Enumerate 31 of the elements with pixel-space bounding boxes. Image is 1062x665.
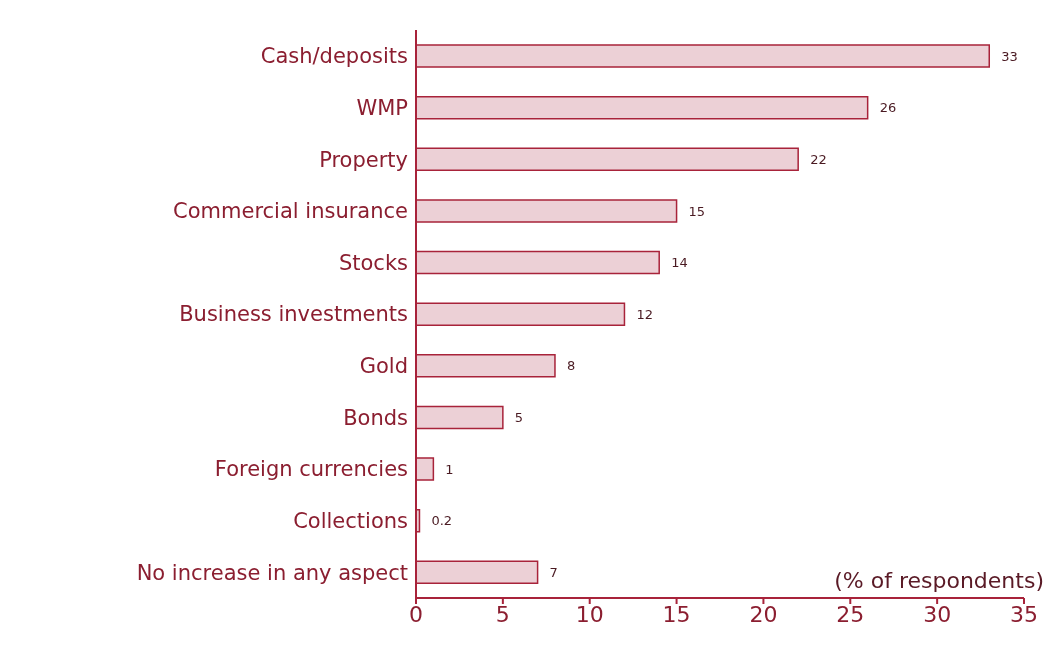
x-tick-label: 10 <box>575 601 604 627</box>
x-tick-label: 20 <box>749 601 778 627</box>
y-tick-label: Gold <box>359 354 408 379</box>
x-tick-label: 0 <box>409 601 423 627</box>
y-tick-label: Business investments <box>179 302 408 327</box>
data-label: 7 <box>549 564 558 580</box>
data-label: 12 <box>636 306 653 322</box>
data-label: 33 <box>1001 48 1018 64</box>
data-label: 14 <box>671 255 688 271</box>
data-label: 26 <box>879 100 897 116</box>
y-tick-label: Stocks <box>338 250 408 275</box>
y-tick-label: WMP <box>356 95 408 120</box>
x-tick-label: 25 <box>836 601 865 627</box>
y-tick-label: Commercial insurance <box>173 199 408 224</box>
data-label: 1 <box>445 461 454 477</box>
x-tick-label: 15 <box>662 601 691 627</box>
data-label: 8 <box>566 358 576 374</box>
data-label: 22 <box>810 151 827 167</box>
data-label: 15 <box>688 203 706 219</box>
x-tick-label: 30 <box>923 601 952 627</box>
y-tick-label: Collections <box>293 509 408 533</box>
y-tick-label: No increase in any aspect <box>136 560 408 585</box>
y-tick-label: Property <box>319 147 408 172</box>
data-label: 0.2 <box>431 513 453 529</box>
data-label: 5 <box>514 410 524 426</box>
x-tick-label: 35 <box>1010 601 1038 627</box>
y-tick-label: Foreign currencies <box>214 457 408 482</box>
x-tick-label: 5 <box>495 601 510 627</box>
y-tick-label: Cash/deposits <box>260 44 408 69</box>
annotation: (% of respondents) <box>834 568 1044 593</box>
y-tick-label: Bonds <box>343 405 408 430</box>
